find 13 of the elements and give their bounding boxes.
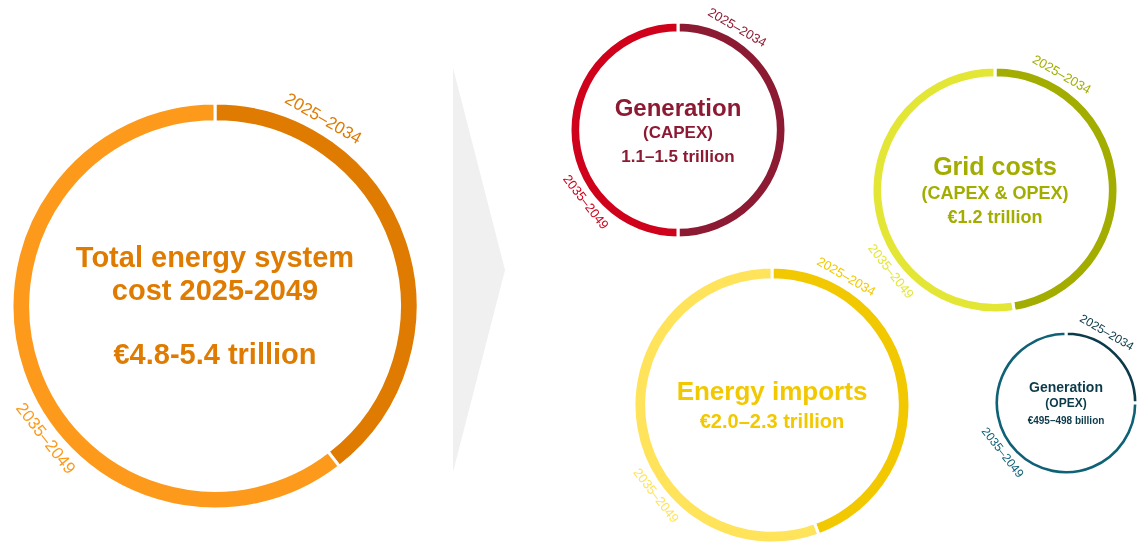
text: Energy imports [676, 375, 868, 407]
text: €1.2 trillion [947, 207, 1043, 229]
text: (CAPEX & OPEX) [921, 182, 1069, 204]
text: (OPEX) [1045, 396, 1087, 412]
text: Grid costs [933, 151, 1057, 181]
text: Generation [1029, 379, 1103, 396]
text: Generation [614, 93, 742, 122]
text: €4.8-5.4 trillion [113, 337, 317, 372]
text: €495–498 billion [1027, 415, 1105, 427]
text: 1.1–1.5 trillion [621, 146, 735, 167]
text: Total energy system cost 2025-2049 [74, 240, 356, 308]
text: €2.0–2.3 trillion [699, 410, 845, 434]
text: (CAPEX) [643, 123, 713, 143]
